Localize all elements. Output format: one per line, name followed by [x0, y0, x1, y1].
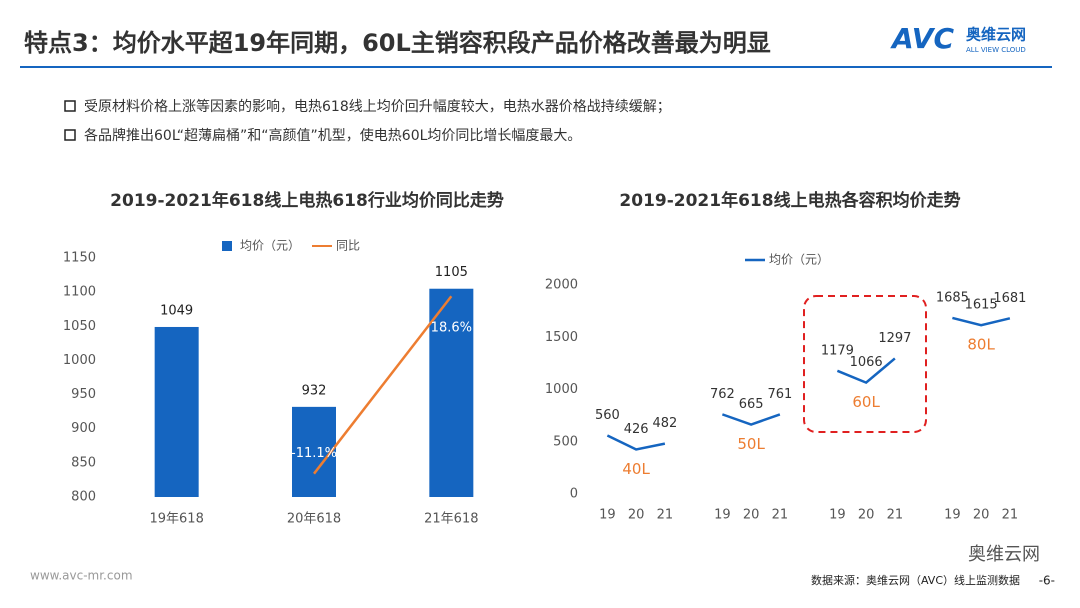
chart-title: 2019-2021年618线上电热各容积均价走势 — [619, 190, 960, 211]
x-tick-label: 21 — [887, 508, 904, 523]
y-tick-label: 1500 — [545, 330, 578, 345]
value-label: 1049 — [160, 303, 193, 318]
y-tick-label: 1000 — [63, 353, 96, 368]
x-tick-label: 19 — [714, 508, 731, 523]
bullet-text: 受原材料价格上涨等因素的影响，电热618线上均价回升幅度较大，电热水器价格战持续… — [84, 98, 671, 115]
chart-title: 2019-2021年618线上电热618行业均价同比走势 — [110, 190, 504, 211]
x-tick-label: 19年618 — [149, 512, 203, 527]
y-tick-label: 1000 — [545, 382, 578, 397]
legend-swatch — [222, 241, 232, 251]
y-tick-label: 1150 — [63, 251, 96, 266]
y-tick-label: 1100 — [63, 285, 96, 300]
bar — [292, 406, 336, 497]
value-label: 1105 — [435, 265, 468, 280]
y-tick-label: 900 — [71, 421, 96, 436]
bar — [429, 288, 474, 497]
x-tick-label: 21年618 — [424, 512, 478, 527]
line-series — [313, 295, 453, 475]
x-tick-label: 21 — [1002, 508, 1019, 523]
legend-label: 均价（元） — [769, 253, 829, 267]
bar — [154, 326, 199, 497]
value-label: 1066 — [850, 355, 883, 370]
value-label: 18.6% — [431, 321, 472, 336]
x-tick-label: 20年618 — [287, 512, 341, 527]
y-tick-label: 1050 — [63, 319, 96, 334]
y-tick-label: 2000 — [545, 278, 578, 293]
x-tick-label: 19 — [829, 508, 846, 523]
legend-label: 同比 — [336, 239, 360, 253]
page-number: -6- — [1039, 574, 1055, 588]
bullet-text: 各品牌推出60L“超薄扁桶”和“高颜值”机型，使电热60L均价同比增长幅度最大。 — [84, 127, 581, 144]
value-label: 560 — [595, 408, 620, 423]
x-tick-label: 19 — [599, 508, 616, 523]
value-label: 665 — [739, 397, 764, 412]
value-label: 1297 — [878, 331, 911, 346]
value-label: 1615 — [965, 298, 998, 313]
slide-title: 特点3：均价水平超19年同期，60L主销容积段产品价格改善最为明显 — [24, 29, 771, 57]
value-label: 762 — [710, 387, 735, 402]
value-label: 1681 — [993, 291, 1026, 306]
value-label: 426 — [624, 422, 649, 437]
highlight-box — [803, 295, 927, 433]
value-label: 482 — [652, 416, 677, 431]
x-tick-label: 21 — [657, 508, 674, 523]
logo-name: 奥维云网 — [966, 26, 1026, 44]
bullet-marker — [64, 100, 76, 112]
value-label: 761 — [767, 387, 792, 402]
y-tick-label: 950 — [71, 387, 96, 402]
y-tick-label: 800 — [71, 490, 96, 505]
footer-url: www.avc-mr.com — [30, 569, 133, 583]
footer-source: 数据来源：奥维云网（AVC）线上监测数据 — [811, 573, 1020, 587]
x-tick-label: 21 — [772, 508, 789, 523]
group-label: 40L — [622, 460, 650, 478]
y-tick-label: 0 — [570, 487, 578, 502]
value-label: 1685 — [936, 290, 969, 305]
group-label: 50L — [737, 435, 765, 453]
y-tick-label: 850 — [71, 455, 96, 470]
x-tick-label: 19 — [944, 508, 961, 523]
legend-label: 均价（元） — [240, 239, 300, 253]
group-label: 80L — [967, 336, 995, 354]
value-label: 1179 — [821, 343, 854, 358]
logo-tagline: ALL VIEW CLOUD — [966, 46, 1026, 54]
bullet-marker — [64, 129, 76, 141]
x-tick-label: 20 — [973, 508, 990, 523]
x-tick-label: 20 — [628, 508, 645, 523]
y-tick-label: 500 — [553, 434, 578, 449]
x-tick-label: 20 — [743, 508, 760, 523]
value-label: -11.1% — [291, 446, 337, 461]
group-label: 60L — [852, 393, 880, 411]
logo-mark: AVC — [890, 22, 954, 55]
wechat-label: 奥维云网 — [968, 544, 1040, 565]
value-label: 932 — [302, 383, 327, 398]
line-series — [606, 316, 1011, 451]
x-tick-label: 20 — [858, 508, 875, 523]
